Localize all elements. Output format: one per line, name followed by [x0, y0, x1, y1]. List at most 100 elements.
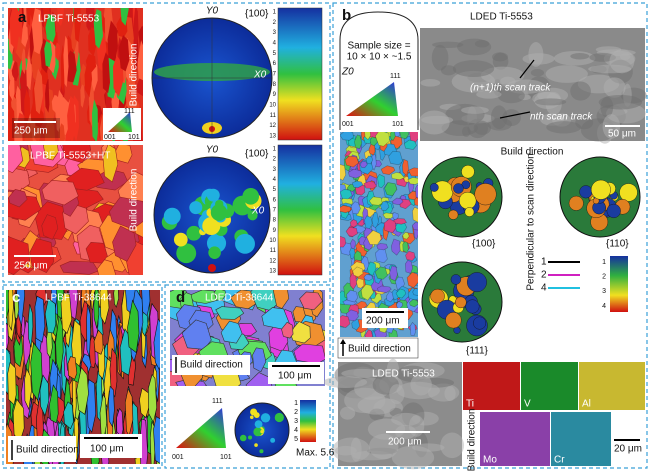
axis-label: X0: [253, 70, 267, 81]
grain: [118, 35, 130, 72]
grain: [85, 241, 108, 264]
grain: [84, 60, 93, 98]
grain: [384, 182, 398, 197]
grain: [7, 361, 17, 406]
grain: [402, 231, 410, 240]
sem-title: LDED Ti-5553: [470, 12, 533, 23]
grain: [376, 243, 389, 251]
pf-blob: [254, 420, 263, 429]
grain: [57, 8, 64, 26]
grain: [383, 218, 397, 234]
grain: [281, 321, 294, 339]
pf-blob: [253, 412, 260, 418]
colorbar-tick-label: 8: [273, 82, 277, 88]
max-label: Max. 5.6: [296, 448, 335, 459]
direction-box: [337, 337, 419, 359]
grain: [31, 8, 43, 55]
grain: [102, 52, 110, 94]
grain: [380, 165, 396, 175]
plane-label: {100}: [472, 239, 496, 250]
grain: [73, 8, 82, 43]
pole-figure: [153, 156, 271, 274]
grain: [402, 241, 409, 254]
texture: [440, 65, 457, 76]
panel-label: b: [342, 7, 351, 24]
colorbar-tick-label: 13: [269, 134, 276, 140]
grain: [92, 99, 98, 141]
grain: [340, 235, 347, 248]
colorbar-tick-label: 12: [269, 258, 276, 264]
panel-frame: [164, 284, 331, 469]
pf-spot: [208, 264, 216, 272]
ebsd-map: [8, 145, 143, 275]
pf-blob: [202, 216, 221, 236]
map-title: LPBF Ti-5553+HT: [30, 151, 110, 162]
grain: [62, 145, 92, 164]
pf-blob: [163, 207, 181, 225]
grain: [60, 292, 73, 335]
pf-blob: [210, 204, 228, 221]
pf-blob: [464, 207, 475, 217]
direction-label: Build direction: [180, 360, 243, 371]
grain: [108, 385, 115, 428]
grain: [392, 212, 399, 221]
colorbar-tick-label: 11: [270, 113, 277, 119]
ebsd-map: [8, 8, 143, 141]
colorbar-tick-label: 5: [294, 436, 298, 443]
grain: [391, 197, 404, 206]
arrow: [499, 111, 531, 119]
grain: [363, 181, 378, 189]
texture: [490, 105, 508, 130]
texture: [440, 432, 465, 459]
grain: [350, 201, 361, 215]
grain: [414, 184, 418, 199]
map-title: LPBF Ti-38644: [45, 293, 112, 304]
pf-blob: [260, 413, 271, 423]
grain: [374, 247, 388, 264]
plane-label: {110}: [606, 239, 629, 250]
grain: [102, 145, 119, 183]
texture: [589, 53, 616, 62]
scale-label: 20 μm: [614, 444, 642, 455]
direction-label: Build direction: [348, 344, 411, 355]
scale-label: 100 μm: [90, 444, 124, 455]
colorbar-tick-label: 2: [602, 274, 606, 281]
pf-blob: [260, 429, 264, 434]
grain: [299, 291, 323, 311]
eds-map: [521, 362, 578, 410]
colorbar-tick-label: 5: [273, 51, 277, 57]
texture: [598, 94, 643, 110]
colorbar-tick-label: 7: [273, 208, 277, 214]
grain: [147, 373, 158, 424]
grain: [18, 8, 23, 41]
texture: [497, 88, 525, 104]
grain: [63, 35, 69, 88]
grain: [88, 26, 97, 57]
grain: [44, 298, 57, 334]
texture: [534, 98, 567, 106]
plane-label: {100}: [245, 9, 269, 20]
colorbar-tick-label: 1: [273, 147, 277, 153]
grain: [399, 132, 410, 140]
panel-frame: [2, 2, 331, 283]
annotation: nth scan track: [530, 112, 593, 123]
colorbar-tick-label: 1: [273, 10, 277, 16]
texture: [368, 433, 399, 460]
colorbar: [610, 256, 628, 312]
grain: [8, 166, 30, 192]
colorbar-ticks: 1 2 3 4 5: [294, 400, 298, 443]
grain: [39, 374, 50, 417]
texture: [431, 44, 449, 71]
grain: [272, 290, 290, 309]
arrow-head: [340, 339, 346, 344]
grain: [345, 309, 359, 322]
grain: [340, 315, 351, 328]
grain: [153, 416, 160, 464]
pf-blob: [455, 296, 467, 309]
grain: [388, 150, 403, 166]
direction-box: [8, 436, 76, 462]
grain: [364, 132, 371, 141]
grain: [348, 168, 363, 179]
pf-blobs: [239, 408, 284, 454]
pf-blob: [206, 188, 220, 202]
